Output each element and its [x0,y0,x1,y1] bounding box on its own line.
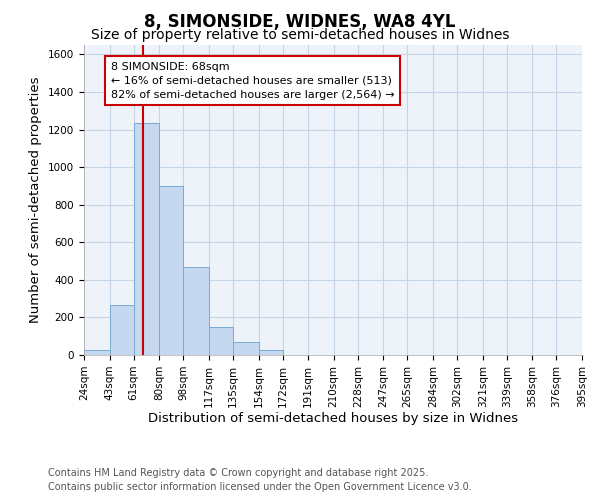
Bar [134,123,159,355]
Text: Contains HM Land Registry data © Crown copyright and database right 2025.
Contai: Contains HM Land Registry data © Crown c… [48,468,472,492]
Bar [259,350,283,355]
Y-axis label: Number of semi-detached properties: Number of semi-detached properties [29,76,43,324]
Bar [110,304,134,355]
Bar [209,327,233,355]
X-axis label: Distribution of semi-detached houses by size in Widnes: Distribution of semi-detached houses by … [148,412,518,426]
Bar [184,266,209,355]
Bar [233,342,259,355]
Text: 8 SIMONSIDE: 68sqm
← 16% of semi-detached houses are smaller (513)
82% of semi-d: 8 SIMONSIDE: 68sqm ← 16% of semi-detache… [111,62,394,100]
Bar [84,350,110,355]
Bar [159,186,184,355]
Text: Size of property relative to semi-detached houses in Widnes: Size of property relative to semi-detach… [91,28,509,42]
Text: 8, SIMONSIDE, WIDNES, WA8 4YL: 8, SIMONSIDE, WIDNES, WA8 4YL [144,12,456,30]
